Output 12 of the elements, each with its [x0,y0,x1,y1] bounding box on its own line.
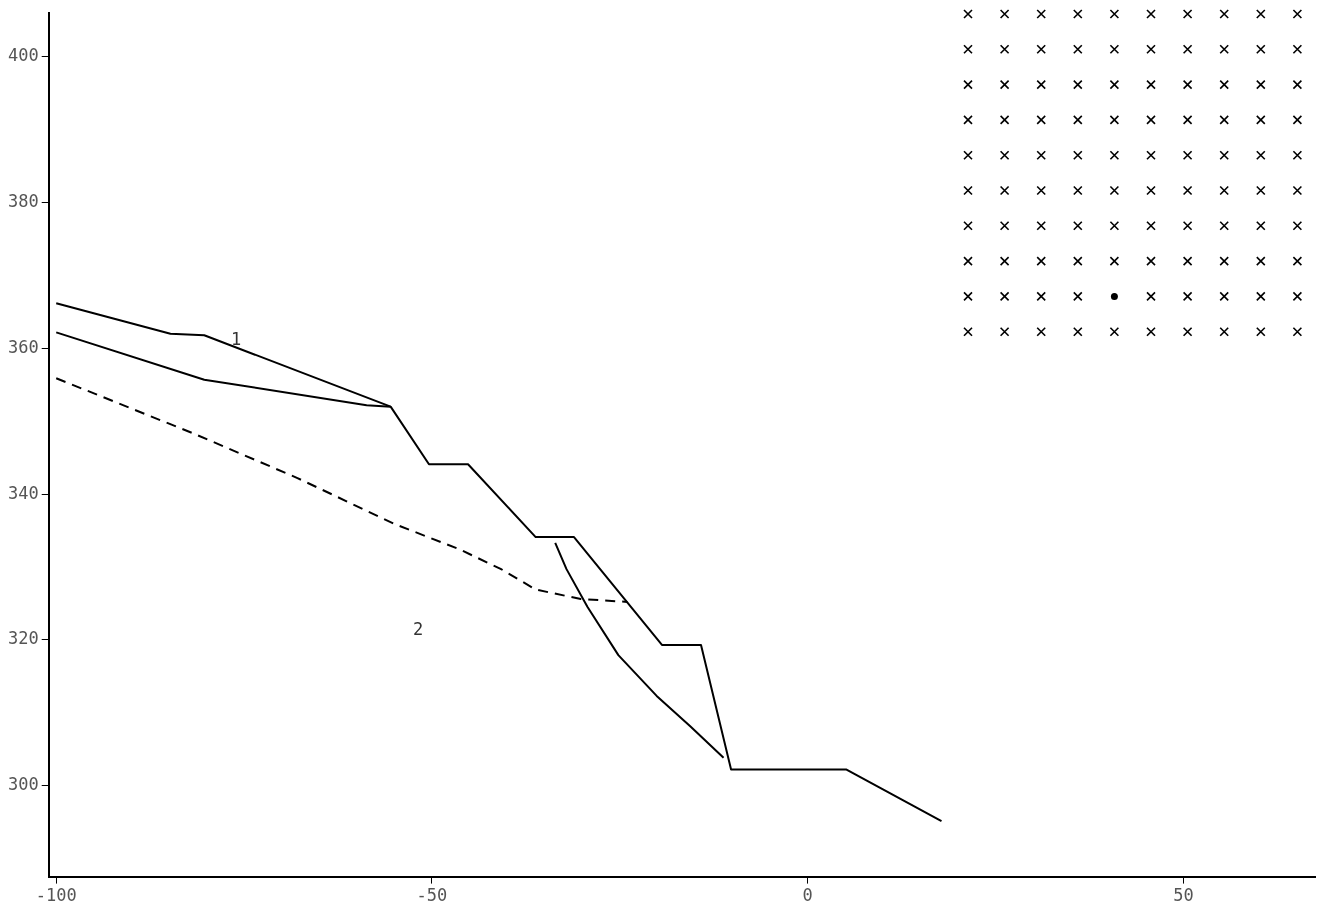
x-tick-label: 0 [802,885,813,906]
annotation: 2 [412,619,424,640]
y-tick-label: 300 [7,773,39,794]
y-tick-label: 320 [7,628,39,649]
y-tick-label: 360 [7,336,39,357]
x-tick-label: 50 [1173,885,1194,906]
y-tick-label: 400 [7,45,39,66]
x-tick-label: -100 [35,885,77,906]
x-tick-label: -50 [416,885,448,906]
y-tick-label: 340 [7,482,39,503]
y-tick-label: 380 [7,191,39,212]
annotation: 1 [230,329,242,350]
